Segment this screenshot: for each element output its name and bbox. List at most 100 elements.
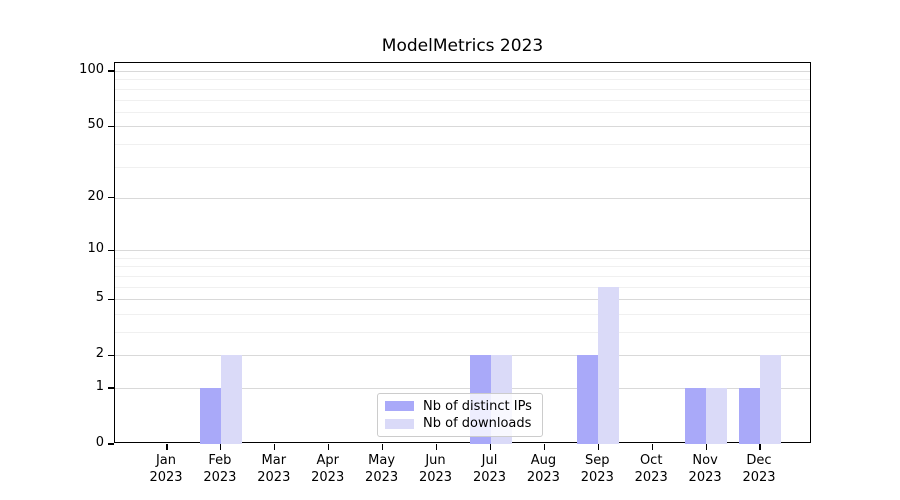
gridline-minor bbox=[115, 286, 810, 288]
x-tick-mark-feb bbox=[220, 444, 222, 450]
chart-title: ModelMetrics 2023 bbox=[381, 36, 544, 56]
plot-area bbox=[108, 62, 811, 450]
gridline-major bbox=[115, 197, 810, 199]
x-tick-month: May bbox=[368, 453, 396, 468]
gridline-minor bbox=[115, 166, 810, 168]
x-tick-label-aug: Aug 2023 bbox=[508, 452, 578, 486]
legend-swatch-downloads bbox=[385, 418, 414, 429]
gridline-major bbox=[115, 355, 810, 357]
y-tick-label-2: 2 bbox=[95, 346, 104, 362]
bar-sep-distinct-ips bbox=[577, 355, 599, 444]
gridline-minor bbox=[115, 275, 810, 277]
y-tick-mark-0 bbox=[108, 443, 114, 445]
x-tick-label-feb: Feb 2023 bbox=[185, 452, 255, 486]
x-tick-mark-jun bbox=[435, 444, 438, 450]
gridline-major bbox=[115, 126, 810, 128]
gridline-major bbox=[115, 299, 810, 301]
x-tick-label-oct: Oct 2023 bbox=[616, 452, 686, 486]
x-tick-mark-may bbox=[382, 444, 384, 450]
x-tick-label-may: May 2023 bbox=[347, 452, 417, 486]
x-tick-year: 2023 bbox=[580, 470, 614, 485]
legend: Nb of distinct IPs Nb of downloads bbox=[377, 393, 543, 437]
y-tick-label-1: 1 bbox=[95, 379, 104, 394]
x-tick-label-jul: Jul 2023 bbox=[455, 452, 525, 486]
bar-sep-downloads bbox=[598, 286, 620, 444]
x-tick-month: Feb bbox=[208, 453, 232, 468]
x-tick-mark-aug bbox=[543, 444, 545, 450]
y-tick-label-20: 20 bbox=[87, 188, 104, 204]
legend-label-distinct-ips: Nb of distinct IPs bbox=[423, 398, 532, 414]
legend-label-downloads: Nb of downloads bbox=[423, 416, 532, 432]
x-tick-year: 2023 bbox=[742, 470, 776, 485]
x-tick-year: 2023 bbox=[526, 470, 560, 485]
y-tick-label-0: 0 bbox=[95, 435, 104, 450]
x-tick-month: Nov bbox=[692, 453, 718, 468]
y-tick-label-100: 100 bbox=[79, 62, 104, 77]
x-tick-mark-apr bbox=[328, 444, 330, 450]
x-tick-year: 2023 bbox=[472, 470, 507, 485]
x-tick-mark-dec bbox=[759, 444, 761, 450]
x-tick-mark-jul bbox=[489, 444, 492, 450]
gridline-minor bbox=[115, 266, 810, 268]
x-tick-year: 2023 bbox=[311, 470, 345, 485]
x-tick-year: 2023 bbox=[149, 470, 183, 485]
y-tick-mark-5 bbox=[108, 298, 114, 300]
x-tick-label-apr: Apr 2023 bbox=[293, 452, 363, 486]
x-tick-label-mar: Mar 2023 bbox=[239, 452, 309, 486]
x-tick-month: Dec bbox=[746, 453, 772, 468]
x-tick-month: Jul bbox=[481, 453, 498, 468]
x-tick-month: Apr bbox=[316, 453, 339, 468]
x-tick-year: 2023 bbox=[257, 470, 291, 485]
x-tick-label-nov: Nov 2023 bbox=[670, 452, 740, 486]
x-tick-label-dec: Dec 2023 bbox=[724, 452, 794, 486]
x-tick-month: Oct bbox=[639, 453, 663, 468]
x-tick-mark-mar bbox=[274, 444, 276, 450]
x-tick-mark-jan bbox=[166, 444, 168, 450]
x-tick-month: Jun bbox=[425, 453, 446, 468]
bar-dec-downloads bbox=[760, 355, 781, 444]
bar-feb-downloads bbox=[220, 355, 242, 444]
gridline-minor bbox=[115, 88, 810, 90]
y-tick-label-10: 10 bbox=[87, 241, 104, 257]
x-tick-label-sep: Sep 2023 bbox=[562, 452, 632, 486]
x-tick-year: 2023 bbox=[634, 470, 668, 485]
y-tick-label-50: 50 bbox=[87, 117, 104, 133]
x-tick-month: Aug bbox=[530, 453, 557, 468]
gridline-major bbox=[115, 388, 810, 389]
bar-feb-distinct-ips bbox=[199, 388, 221, 444]
legend-item-downloads: Nb of downloads bbox=[385, 416, 534, 431]
bar-nov-downloads bbox=[706, 388, 728, 444]
x-tick-year: 2023 bbox=[418, 470, 453, 485]
y-tick-label-5: 5 bbox=[95, 290, 104, 306]
x-tick-label-jun: Jun 2023 bbox=[401, 452, 471, 486]
x-tick-label-jan: Jan 2023 bbox=[131, 452, 201, 486]
x-tick-mark-oct bbox=[651, 444, 653, 450]
bar-nov-distinct-ips bbox=[685, 388, 707, 444]
gridline-minor bbox=[115, 111, 810, 113]
bar-dec-distinct-ips bbox=[739, 388, 760, 444]
y-tick-mark-2 bbox=[108, 354, 114, 356]
gridline-minor bbox=[115, 332, 810, 333]
gridline-minor bbox=[115, 99, 810, 101]
x-tick-mark-sep bbox=[597, 444, 599, 450]
y-tick-mark-1 bbox=[108, 387, 114, 389]
gridline-minor bbox=[115, 257, 810, 259]
x-tick-mark-nov bbox=[705, 444, 707, 450]
x-tick-month: Mar bbox=[261, 453, 287, 468]
y-tick-mark-50 bbox=[108, 125, 114, 127]
x-tick-month: Sep bbox=[585, 453, 610, 468]
y-tick-mark-20 bbox=[108, 197, 114, 199]
gridline-major bbox=[115, 250, 810, 252]
legend-swatch-distinct-ips bbox=[385, 401, 414, 412]
x-tick-year: 2023 bbox=[688, 470, 722, 485]
gridline-minor bbox=[115, 143, 810, 145]
gridline-minor bbox=[115, 313, 810, 315]
y-tick-mark-10 bbox=[108, 249, 114, 251]
x-tick-year: 2023 bbox=[203, 470, 237, 485]
x-tick-month: Jan bbox=[155, 453, 177, 468]
y-tick-mark-100 bbox=[108, 70, 114, 72]
x-tick-year: 2023 bbox=[365, 470, 399, 485]
gridline-minor bbox=[115, 79, 810, 81]
legend-item-distinct-ips: Nb of distinct IPs bbox=[385, 399, 534, 414]
